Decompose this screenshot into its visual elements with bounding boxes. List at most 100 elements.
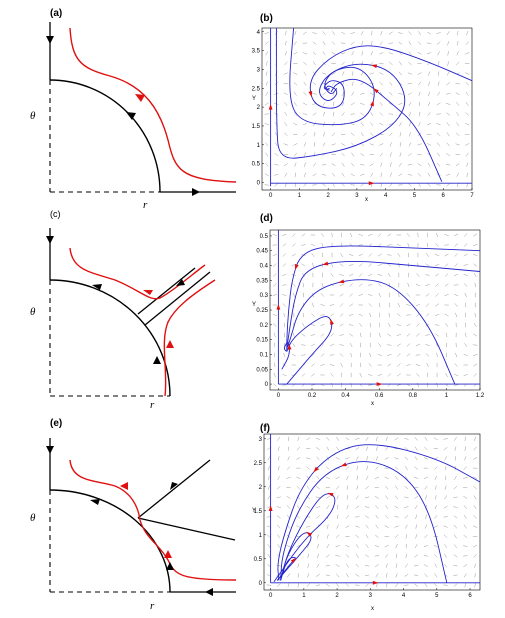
field-dash	[416, 333, 420, 337]
field-dash	[424, 534, 428, 539]
field-dash	[371, 40, 373, 46]
field-dash	[414, 476, 419, 479]
field-dash	[346, 495, 349, 500]
field-dash	[332, 81, 336, 86]
field-dash	[297, 436, 300, 442]
field-dash	[453, 496, 458, 499]
field-dash	[473, 446, 477, 451]
field-dash	[355, 525, 360, 528]
field-dash	[437, 81, 440, 86]
field-dash	[349, 273, 354, 277]
field-dash	[418, 122, 421, 127]
field-dash	[455, 61, 460, 66]
panel-label-e: (e)	[50, 418, 63, 429]
field-dash	[346, 504, 349, 510]
field-dash	[321, 174, 327, 176]
y-tick-label: 0.5	[260, 234, 269, 240]
y-tick-label: 0.3	[260, 293, 269, 299]
field-dash	[345, 544, 350, 548]
field-dash	[426, 143, 432, 146]
field-dash	[446, 71, 450, 76]
xlabel-f: x	[371, 606, 374, 612]
xlabel-d: x	[371, 401, 374, 407]
y-tick-label: 0.5	[252, 162, 261, 168]
field-dash	[366, 446, 368, 451]
field-dash	[316, 486, 320, 490]
field-dash	[465, 91, 469, 96]
field-dash	[474, 563, 477, 568]
field-dash	[408, 41, 412, 46]
field-dash	[425, 274, 430, 276]
field-dash	[348, 324, 354, 326]
field-dash	[379, 72, 384, 75]
field-dash	[301, 244, 306, 246]
field-dash	[296, 495, 300, 500]
field-dash	[316, 456, 320, 461]
field-dash	[287, 582, 290, 588]
field-dash	[407, 242, 410, 248]
field-dash	[369, 132, 374, 136]
field-dash	[332, 122, 335, 127]
field-dash	[445, 372, 448, 378]
trajectory-line	[309, 45, 473, 109]
field-dash	[370, 112, 374, 117]
x-tick-label: 4	[402, 593, 406, 599]
field-dash	[264, 184, 269, 186]
field-dash	[404, 466, 408, 471]
field-dash	[385, 436, 388, 442]
field-dash	[375, 534, 379, 539]
field-dash	[330, 313, 334, 317]
direction-field	[272, 232, 478, 388]
field-dash	[424, 564, 428, 568]
field-dash	[454, 534, 457, 539]
field-dash	[465, 101, 469, 106]
field-dash	[426, 42, 432, 44]
field-dash	[351, 91, 355, 96]
field-dash	[360, 174, 365, 176]
field-dash	[282, 253, 287, 257]
y-tick-label: 0.2	[260, 323, 269, 329]
field-dash	[473, 233, 478, 237]
field-dash	[277, 524, 281, 529]
field-dash	[423, 545, 429, 548]
y-tick-label: 0.25	[256, 308, 268, 314]
y-tick-label: 0.5	[254, 557, 263, 563]
trajectory-line	[276, 532, 312, 581]
field-dash	[426, 362, 429, 368]
arrow-down-icon	[46, 236, 54, 244]
field-dash	[425, 303, 430, 307]
field-dash	[274, 153, 279, 157]
field-dash	[444, 293, 449, 297]
direction-arrow-icon	[372, 580, 379, 585]
direction-arrow-icon	[268, 505, 273, 511]
field-dash	[388, 272, 391, 278]
field-dash	[341, 183, 345, 187]
field-dash	[325, 495, 330, 499]
field-dash	[369, 154, 374, 156]
field-dash	[398, 292, 400, 298]
field-dash	[453, 384, 459, 386]
field-dash	[312, 173, 317, 177]
field-dash	[307, 553, 309, 559]
field-dash	[278, 456, 280, 461]
field-dash	[341, 143, 346, 146]
field-dash	[463, 545, 468, 548]
field-dash	[473, 505, 477, 510]
field-dash	[443, 563, 448, 568]
field-dash	[291, 353, 296, 357]
field-dash	[316, 475, 320, 480]
field-dash	[434, 466, 438, 470]
trajectory-line	[273, 493, 336, 583]
field-dash	[425, 495, 427, 500]
field-dash	[296, 446, 300, 451]
field-dash	[473, 544, 478, 548]
field-dash	[394, 525, 399, 528]
arrow-red-icon	[164, 550, 172, 558]
panel-label-f: (f)	[260, 423, 270, 434]
field-dash	[360, 132, 364, 137]
field-dash	[389, 81, 393, 86]
field-dash	[409, 121, 411, 127]
field-dash	[349, 293, 353, 297]
field-dash	[377, 253, 382, 257]
field-dash	[384, 457, 389, 460]
